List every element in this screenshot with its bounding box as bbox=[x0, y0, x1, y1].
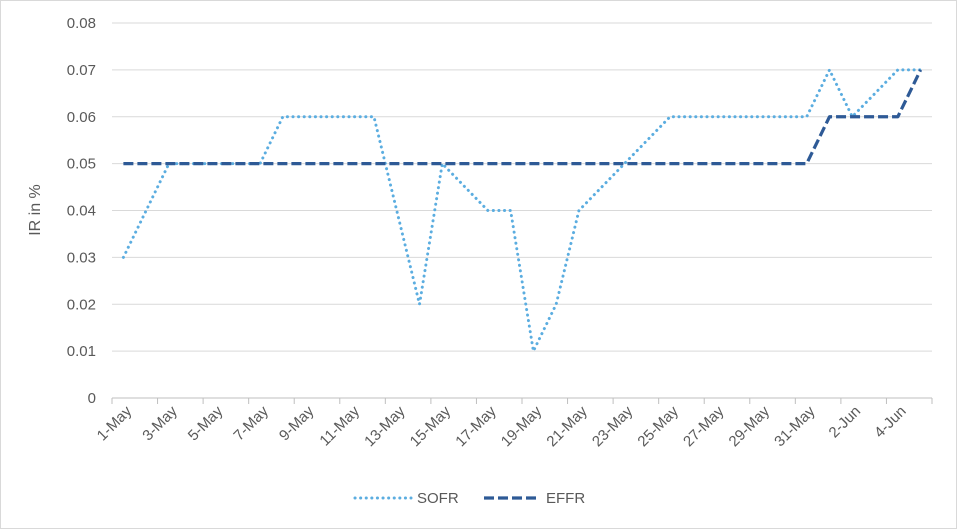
x-tick-labels: 1-May 3-May 5-May 7-May 9-May11-May13-May15-… bbox=[94, 402, 910, 450]
x-tick-label: 17-May bbox=[452, 402, 500, 450]
y-tick-label: 0.01 bbox=[67, 343, 96, 360]
x-tick-label: 29-May bbox=[726, 402, 774, 450]
y-tick-label: 0.07 bbox=[67, 62, 96, 79]
series-line-effr bbox=[123, 69, 923, 166]
y-tick-label: 0.05 bbox=[67, 156, 96, 173]
y-tick-label: 0.04 bbox=[67, 203, 96, 220]
x-tick-label: 25-May bbox=[634, 402, 682, 450]
legend-label-sofr: SOFR bbox=[417, 490, 459, 507]
gridlines bbox=[112, 22, 932, 352]
x-tick-label: 21-May bbox=[543, 402, 591, 450]
x-tick-label: 31-May bbox=[771, 402, 819, 450]
x-tick-label: 13-May bbox=[361, 402, 409, 450]
y-tick-label: 0.02 bbox=[67, 296, 96, 313]
x-tick-label: 9-May bbox=[276, 402, 318, 444]
axes bbox=[111, 397, 933, 404]
series-lines bbox=[121, 68, 923, 353]
y-tick-labels: 0 0.01 0.02 0.03 0.04 0.05 0.06 0.07 0.08 bbox=[67, 15, 96, 407]
y-tick-label: 0 bbox=[88, 390, 96, 407]
x-tick-label: 4-Jun bbox=[871, 403, 910, 442]
x-tick-label: 5-May bbox=[185, 402, 227, 444]
x-tick-label: 27-May bbox=[680, 402, 728, 450]
y-tick-label: 0.08 bbox=[67, 15, 96, 32]
x-tick-label: 19-May bbox=[498, 402, 546, 450]
y-axis-label: IR in % bbox=[27, 184, 44, 236]
y-tick-label: 0.06 bbox=[67, 109, 96, 126]
x-tick-label: 23-May bbox=[589, 402, 637, 450]
x-tick-label: 2-Jun bbox=[826, 403, 865, 442]
legend-label-effr: EFFR bbox=[546, 490, 585, 507]
legend: SOFR EFFR bbox=[353, 490, 585, 507]
x-tick-label: 1-May bbox=[94, 402, 136, 444]
x-tick-label: 3-May bbox=[139, 402, 181, 444]
x-tick-label: 11-May bbox=[316, 402, 363, 449]
y-tick-label: 0.03 bbox=[67, 249, 96, 266]
x-tick-label: 7-May bbox=[230, 402, 272, 444]
x-tick-label: 15-May bbox=[407, 402, 455, 450]
